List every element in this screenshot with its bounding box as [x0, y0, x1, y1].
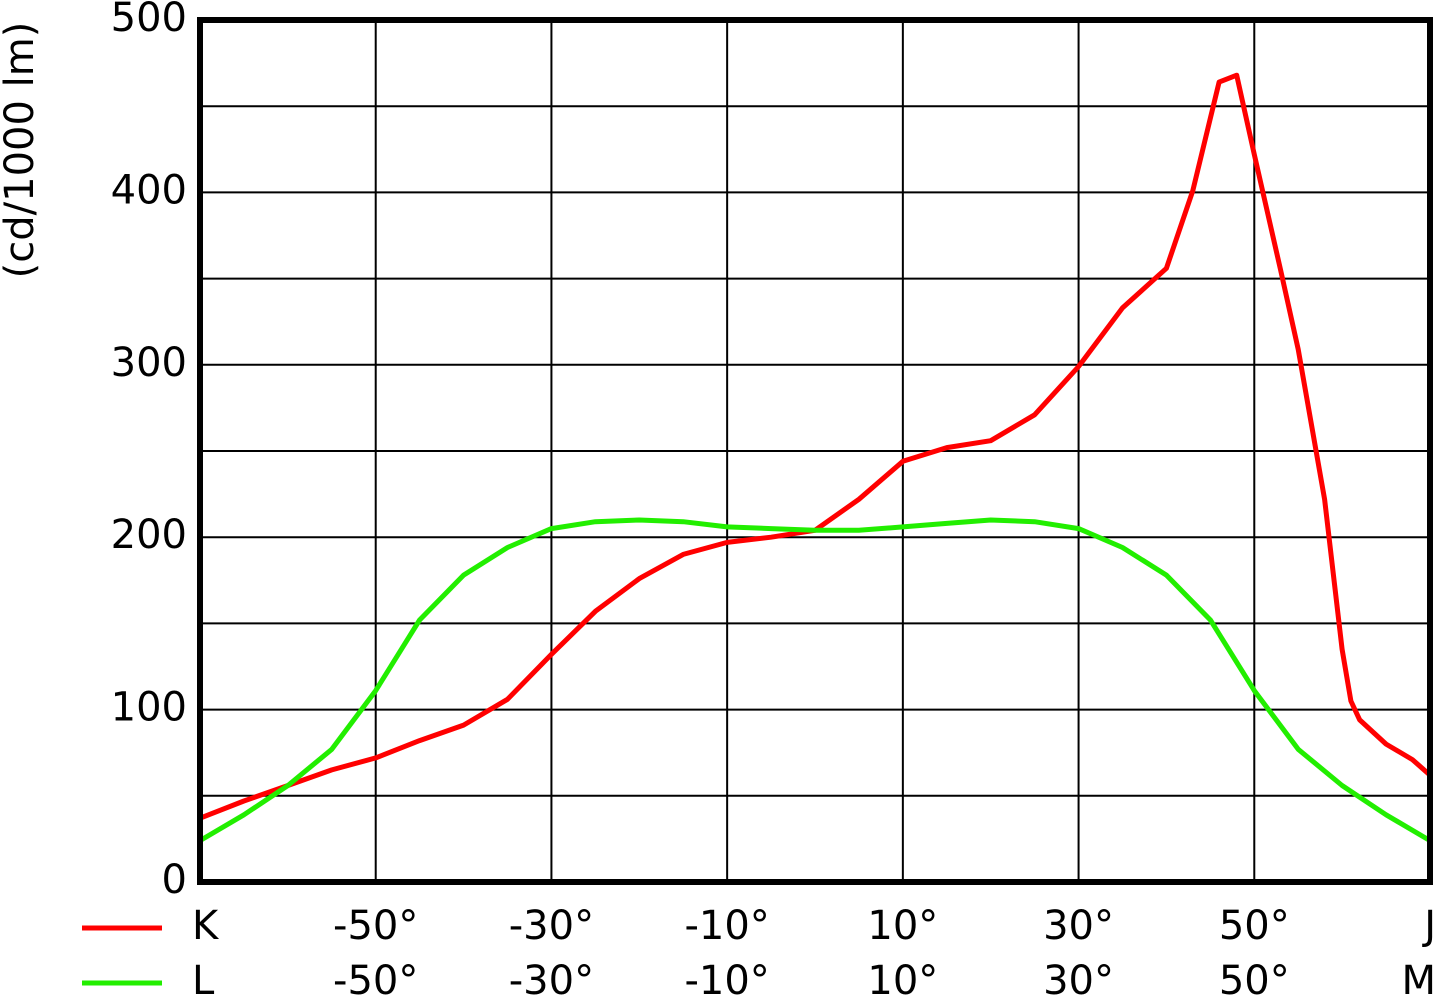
y-tick-label: 100 — [111, 685, 187, 731]
legend-label: K — [192, 903, 220, 949]
y-tick-label: 0 — [162, 857, 187, 903]
y-tick-label: 200 — [111, 512, 187, 558]
x-tick-label: 10° — [867, 958, 938, 1000]
x-tick-label: -30° — [509, 958, 594, 1000]
x-tick-label: -30° — [509, 903, 594, 949]
plot-frame — [197, 17, 1433, 885]
x-tick-label: -50° — [333, 958, 418, 1000]
data-line — [199, 72, 1432, 821]
x-tick-label: -10° — [684, 903, 769, 949]
x-tick-label: 30° — [1043, 903, 1114, 949]
x-tick-label: -10° — [684, 958, 769, 1000]
x-tick-label: M — [1401, 958, 1436, 1000]
y-tick-label: 500 — [111, 0, 187, 41]
x-tick-label: J — [1421, 903, 1436, 949]
x-tick-label: -50° — [333, 903, 418, 949]
legend-label: L — [192, 958, 215, 1000]
x-tick-label: 50° — [1219, 958, 1290, 1000]
x-tick-label: 50° — [1219, 903, 1290, 949]
x-tick-label: 30° — [1043, 958, 1114, 1000]
y-tick-label: 400 — [111, 167, 187, 213]
y-axis-label: (cd/1000 lm) — [0, 22, 43, 279]
x-tick-label: 10° — [867, 903, 938, 949]
data-line — [198, 517, 1432, 843]
y-tick-label: 300 — [111, 340, 187, 386]
